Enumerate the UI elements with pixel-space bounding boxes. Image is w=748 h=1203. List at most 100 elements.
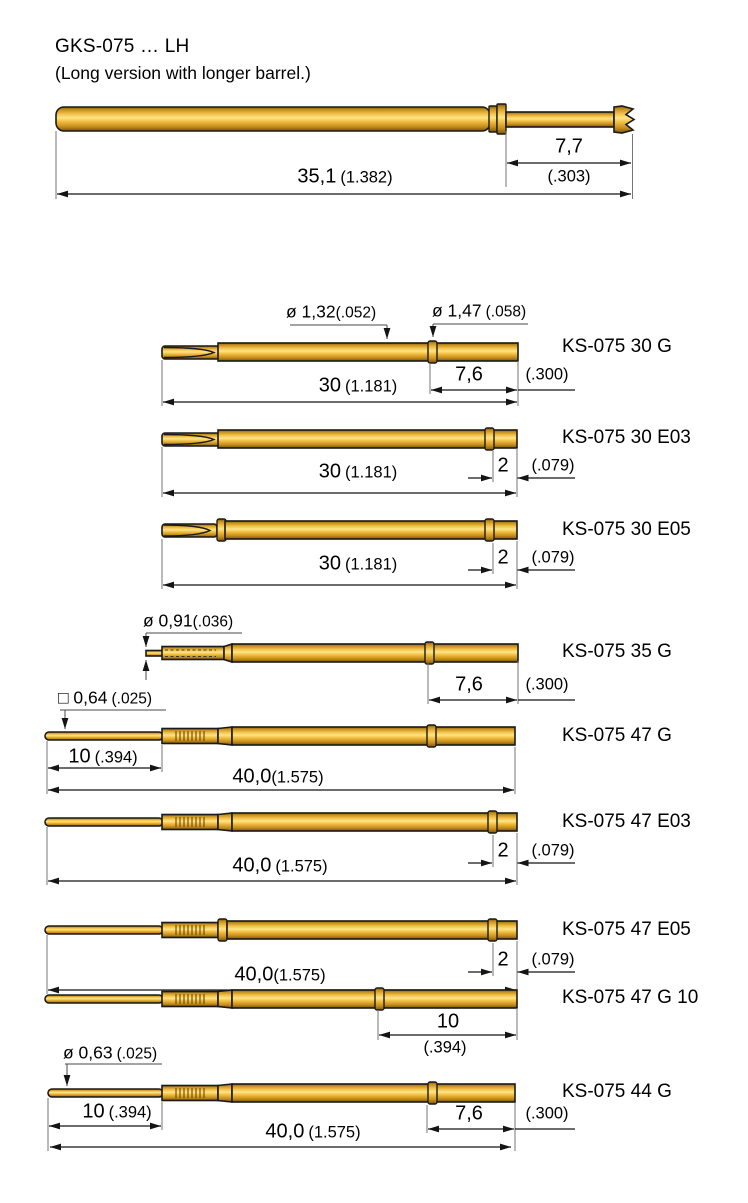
dimensions-row-4 bbox=[142, 632, 575, 704]
knurled-sleeve bbox=[161, 727, 219, 745]
knurl-marks bbox=[175, 994, 205, 1004]
knurled-sleeve bbox=[161, 990, 219, 1008]
dimensions-top-figure bbox=[55, 131, 633, 199]
dim-tip: 10 (.394) bbox=[82, 1100, 152, 1123]
knurled-sleeve bbox=[161, 1084, 219, 1102]
collar-ring bbox=[488, 105, 498, 133]
dim-right: 10 bbox=[436, 1010, 460, 1033]
dim-total-length: 35,1 (1.382) bbox=[297, 165, 393, 188]
knurled-sleeve bbox=[161, 921, 219, 939]
dim-right-inch: (.300) bbox=[525, 675, 569, 694]
dia-callout-tip: ø 0,91(.036) bbox=[143, 610, 234, 631]
taper-step bbox=[217, 1083, 233, 1103]
dim-right: 7,6 bbox=[455, 673, 483, 696]
mounting-ring bbox=[484, 427, 495, 451]
dia-callout-plunger: ø 1,32(.052) bbox=[286, 301, 377, 322]
chisel-point bbox=[163, 433, 216, 446]
dim-right-inch: (.300) bbox=[525, 365, 569, 384]
probe-label: KS-075 30 G bbox=[562, 336, 672, 357]
dim-right-inch: (.079) bbox=[531, 841, 575, 860]
taper-step bbox=[217, 812, 233, 832]
dim-total: 40,0(1.575) bbox=[232, 765, 324, 788]
barrel bbox=[217, 342, 519, 362]
receptacle bbox=[161, 645, 225, 661]
dim-total: 40,0(1.575) bbox=[232, 854, 328, 877]
dim-right: 2 bbox=[497, 839, 509, 862]
probe-label: KS-075 47 G bbox=[562, 725, 672, 746]
probe-ks-075-30-e03 bbox=[161, 427, 518, 451]
needle-tip bbox=[44, 994, 164, 1004]
taper-step bbox=[217, 989, 233, 1009]
thin-tip bbox=[145, 649, 164, 657]
mounting-ring bbox=[424, 641, 435, 665]
needle-tip bbox=[44, 925, 164, 935]
probe-ks-075-47-e03 bbox=[44, 810, 518, 834]
taper-step bbox=[223, 642, 233, 664]
dim-total: 30 (1.181) bbox=[318, 374, 398, 397]
probe-ks-075-47-g bbox=[44, 724, 516, 748]
barrel bbox=[231, 812, 518, 832]
dim-right: 2 bbox=[497, 454, 509, 477]
chisel-point bbox=[163, 524, 212, 537]
probe-gks-075-lh bbox=[55, 103, 636, 135]
mounting-ring bbox=[426, 724, 437, 748]
taper-step bbox=[217, 726, 233, 746]
knurl-marks bbox=[175, 1088, 205, 1098]
hidden-tip-dashes bbox=[165, 649, 216, 657]
dia-callout-barrel: ø 1,47 (.058) bbox=[432, 300, 527, 321]
mounting-ring bbox=[484, 518, 495, 542]
knurl-marks bbox=[175, 731, 205, 741]
dimensions-row-6 bbox=[46, 827, 575, 885]
barrel bbox=[226, 920, 518, 940]
collar-ring bbox=[496, 103, 507, 135]
barrel bbox=[231, 643, 519, 663]
mounting-ring bbox=[487, 918, 498, 942]
needle-tip bbox=[44, 817, 164, 827]
barrel bbox=[55, 106, 491, 132]
dim-total: 40,0(1.575) bbox=[234, 963, 326, 986]
dim-right-inch: (.079) bbox=[531, 456, 575, 475]
probe-ks-075-30-e05 bbox=[161, 518, 518, 542]
dim-right-inch: (.079) bbox=[531, 548, 575, 567]
needle-tip bbox=[47, 1088, 164, 1098]
mounting-ring bbox=[487, 810, 498, 834]
knurl-marks bbox=[175, 817, 205, 827]
mounting-ring bbox=[427, 1081, 438, 1105]
probe-label: KS-075 30 E05 bbox=[562, 519, 691, 540]
dim-plunger-length-inch: (.303) bbox=[547, 167, 591, 186]
barrel bbox=[217, 429, 518, 449]
dim-tip: 10 (.394) bbox=[68, 745, 138, 768]
dimensions-row-3 bbox=[161, 539, 575, 589]
dim-right: 2 bbox=[497, 948, 509, 971]
dim-total: 30 (1.181) bbox=[318, 552, 398, 575]
dimensions-row-2 bbox=[161, 447, 575, 497]
dim-right-inch: (.394) bbox=[423, 1038, 467, 1057]
mounting-ring bbox=[427, 340, 438, 364]
dimensions-row-5 bbox=[46, 709, 516, 794]
dim-plunger-length: 7,7 bbox=[555, 135, 583, 158]
needle-tip bbox=[44, 731, 164, 741]
probe-ks-075-44-g bbox=[47, 1081, 516, 1105]
probe-label: KS-075 47 E05 bbox=[562, 919, 691, 940]
crown-tip bbox=[613, 105, 636, 134]
probe-ks-075-30-g bbox=[161, 340, 519, 364]
dimensions-row-8 bbox=[377, 1008, 518, 1040]
probe-label: KS-075 47 E03 bbox=[562, 811, 691, 832]
barrel bbox=[224, 520, 518, 540]
dim-right: 2 bbox=[497, 546, 509, 569]
barrel bbox=[231, 1083, 516, 1103]
dim-total: 40,0(1.575) bbox=[265, 1120, 361, 1143]
dimensions-row-9 bbox=[47, 1063, 575, 1151]
dim-total: 30 (1.181) bbox=[318, 460, 398, 483]
page-subtitle: (Long version with longer barrel.) bbox=[55, 63, 311, 83]
dim-right: 7,6 bbox=[455, 363, 483, 386]
barrel bbox=[231, 726, 516, 746]
probe-label: KS-075 44 G bbox=[562, 1081, 672, 1102]
mounting-ring bbox=[374, 987, 385, 1011]
probe-ks-075-47-e05 bbox=[44, 918, 518, 942]
square-tip-callout: □ 0,64 (.025) bbox=[58, 687, 152, 708]
front-ring bbox=[217, 918, 228, 942]
plunger bbox=[505, 111, 615, 128]
